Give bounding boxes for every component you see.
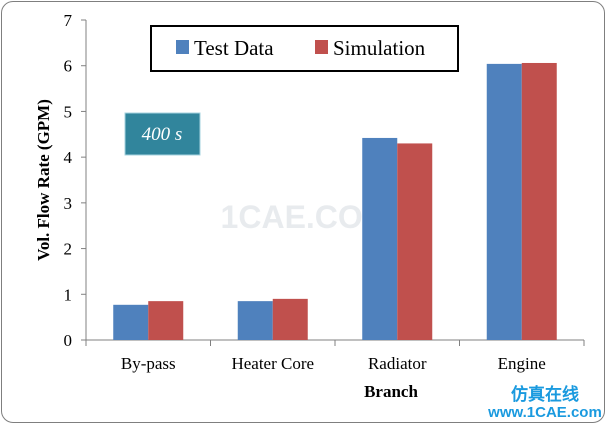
y-axis-ticks: 0 1 2 3 4 5 6 7 [64, 11, 86, 350]
y-tick-label: 3 [64, 194, 73, 213]
annotation: 400 s [124, 112, 201, 156]
bar-test-data [362, 137, 398, 340]
x-axis-title: Branch [364, 382, 418, 401]
bar-simulation [397, 143, 433, 340]
legend: Test Data Simulation [150, 25, 459, 72]
x-tick-label: Engine [498, 354, 546, 373]
legend-label-test-data: Test Data [194, 36, 274, 60]
legend-box [150, 25, 459, 72]
y-tick-label: 7 [64, 11, 73, 30]
annotation-text: 400 s [142, 124, 183, 145]
x-tick-label: Heater Core [231, 354, 314, 373]
bar-simulation [521, 62, 557, 340]
legend-swatch-simulation [315, 40, 328, 54]
bars [113, 62, 557, 341]
y-axis-title: Vol. Flow Rate (GPM) [34, 99, 53, 261]
y-tick-label: 6 [64, 57, 73, 76]
y-tick-label: 2 [64, 240, 73, 259]
x-tick-label: By-pass [121, 354, 176, 373]
y-tick-label: 0 [64, 331, 73, 350]
brand-url: www.1CAE.com [487, 404, 602, 421]
y-tick-label: 4 [64, 148, 73, 167]
y-tick-label: 5 [64, 102, 73, 121]
x-tick-label: Radiator [368, 354, 427, 373]
y-tick-label: 1 [64, 285, 73, 304]
bar-test-data [113, 304, 149, 340]
bar-simulation [148, 301, 184, 340]
annotation-box [124, 112, 201, 156]
legend-swatch-test-data [176, 40, 189, 54]
legend-label-simulation: Simulation [333, 36, 426, 60]
bar-test-data [237, 301, 273, 340]
brand-logo-text: 仿真在线 [511, 384, 579, 405]
x-axis-ticks: By-pass Heater Core Radiator Engine [85, 340, 585, 373]
bar-test-data [486, 63, 522, 341]
bar-simulation [272, 298, 308, 340]
watermark: 1CAE.COM [221, 199, 390, 235]
